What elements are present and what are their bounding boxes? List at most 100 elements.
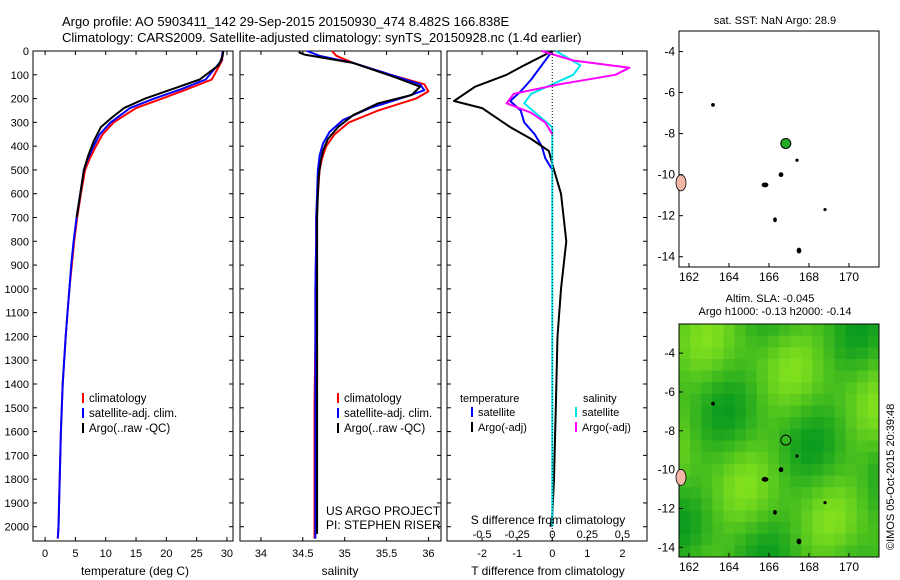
s-tick-label: 0.5 [615,529,630,541]
depth-tick-label: 100 [11,70,29,82]
sla-cell [712,452,724,465]
island-shape [796,538,802,545]
sla-cell [823,452,836,465]
sla-cell [779,440,791,453]
sla-cell [856,440,869,453]
sla-cell [690,452,702,465]
sla-cell [834,335,847,348]
sla-cell [856,545,869,558]
sla-cell [812,428,824,441]
sla-cell [756,324,769,337]
sla-cell [812,324,824,337]
series-line-climatology [313,50,430,539]
sla-cell [834,428,847,441]
sla-cell [745,382,758,395]
sla-cell [767,498,780,511]
sla-cell [745,463,758,476]
sla-cell [812,347,824,360]
sla-cell [790,510,802,523]
depth-tick-label: 900 [11,260,29,272]
sla-cell [834,382,847,395]
sla-cell [801,417,813,430]
sla-cell [867,417,880,430]
sla-cell [723,487,736,500]
depth-tick-label: 400 [11,141,29,153]
sla-cell [790,405,802,418]
sla-cell [723,417,736,430]
plot-frame [239,50,442,542]
sla-cell [867,382,880,395]
sla-cell [779,324,791,337]
sla-cell [712,510,724,523]
series-line-argo-raw-qc- [298,51,422,534]
sla-cell [767,358,780,372]
map-y-tick-label: -12 [658,501,676,515]
legend-title-temperature: temperature [460,393,519,405]
island-shape [796,247,802,254]
sla-cell [812,358,824,372]
sla-cell [856,428,869,441]
sla-cell [812,440,824,453]
sla-cell [690,475,702,488]
sla-cell [801,393,813,407]
sla-cell [690,347,702,360]
x-tick-label: 34.5 [292,548,313,560]
sla-cell [790,498,802,511]
sla-cell [801,335,813,348]
map-x-tick-label: 164 [719,270,739,284]
sla-cell [712,522,724,535]
sla-cell [812,382,824,395]
sla-cell [712,358,724,372]
sla-cell [812,463,824,476]
map-y-tick-label: -10 [658,463,676,477]
sla-cell [845,405,858,418]
sla-cell [812,405,824,418]
x-tick-label: -1 [512,548,522,560]
sla-cell [690,440,702,453]
series-line-satellite-adj-clim- [56,50,224,539]
sla-cell [712,487,724,500]
sla-cell [712,440,724,453]
sla-cell [801,405,813,418]
sla-map-title-2: Argo h1000: -0.13 h2000: -0.14 [699,306,852,318]
sla-cell [767,347,780,360]
sla-cell [712,545,724,558]
map-x-tick-label: 162 [679,560,699,574]
sla-map-title-1: Altim. SLA: -0.045 [726,293,815,305]
sla-cell [767,405,780,418]
sla-cell [812,452,824,465]
sla-cell [845,417,858,430]
sla-cell [812,335,824,348]
sla-cell [845,498,858,511]
sla-cell [723,393,736,407]
s-tick-label: 0.25 [577,529,598,541]
sla-cell [823,347,836,360]
salinity-panel: 34 34.5 35 35.5 36 climatology satellite-adj. … [239,50,442,560]
map-y-tick-label: -14 [658,540,676,554]
sla-cell [812,370,824,383]
sla-cell [834,463,847,476]
x-tick-label: 30 [221,548,233,560]
sla-cell [845,487,858,500]
sla-cell [867,475,880,488]
depth-tick-label: 600 [11,189,29,201]
depth-tick-label: 2000 [5,522,29,534]
sla-cell [701,510,713,523]
sst-map-title: sat. SST: NaN Argo: 28.9 [714,15,836,27]
sla-cell [690,393,702,407]
sla-cell [856,358,869,372]
sla-cell [756,347,769,360]
sla-cell [734,533,747,546]
sla-cell [756,522,769,535]
sla-cell [701,475,713,488]
sla-cell [734,370,747,383]
island-shape [761,476,769,482]
sla-cell [823,393,836,407]
sla-cell [767,545,780,558]
sla-cell [845,393,858,407]
sla-cell [790,545,802,558]
sla-cell [767,428,780,441]
sla-cell [734,498,747,511]
sla-cell [690,522,702,535]
sla-cell [779,452,791,465]
